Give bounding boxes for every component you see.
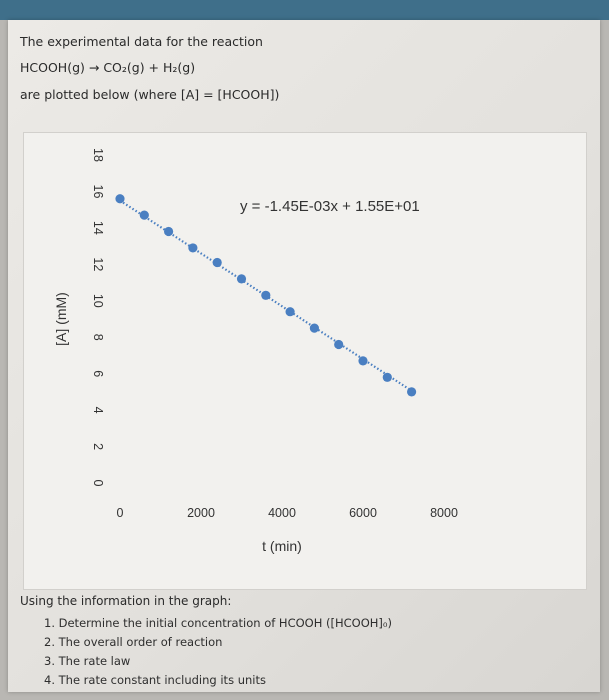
reaction-equation: HCOOH(g) → CO₂(g) + H₂(g)	[20, 60, 196, 75]
chart: 0 2 4 6 8 10 12 14 16 18 0 2000 4000 6000 8000 t (min) […	[53, 148, 458, 554]
y-tick-label: 18	[91, 148, 105, 162]
y-tick-label: 14	[91, 221, 105, 235]
y-axis-title: [A] (mM)	[53, 292, 69, 346]
questions-heading: Using the information in the graph:	[20, 594, 232, 608]
question-item: 4. The rate constant including its units	[44, 673, 266, 687]
data-point	[334, 339, 344, 350]
question-item: 2. The overall order of reaction	[44, 635, 223, 649]
data-point	[309, 323, 319, 333]
x-tick-label: 2000	[187, 506, 215, 520]
x-tick-label: 4000	[268, 506, 296, 520]
y-tick-label: 16	[91, 184, 105, 198]
data-point	[188, 243, 198, 253]
data-point	[115, 194, 125, 204]
worksheet: The experimental data for the reaction H…	[8, 20, 600, 692]
y-tick-label: 2	[91, 443, 105, 450]
data-point	[358, 356, 368, 366]
x-tick-label: 8000	[430, 506, 458, 520]
intro-line-1: The experimental data for the reaction	[20, 34, 263, 49]
data-point	[139, 210, 149, 220]
data-point	[212, 257, 222, 268]
intro-line-3: are plotted below (where [A] = [HCOOH])	[20, 87, 280, 102]
y-tick-label: 8	[91, 334, 105, 341]
data-point	[407, 387, 417, 397]
y-tick-label: 10	[91, 294, 105, 308]
data-point	[236, 274, 247, 284]
data-point	[382, 372, 392, 382]
question-item: 1. Determine the initial concentration o…	[44, 616, 393, 630]
y-tick-label: 6	[91, 370, 105, 377]
chart-area: 0 2 4 6 8 10 12 14 16 18 0 2000 4000 6000 8000 t (min) […	[24, 133, 586, 589]
screen-top-band	[0, 0, 609, 20]
y-tick-label: 4	[91, 407, 105, 414]
x-axis-title: t (min)	[262, 538, 302, 554]
data-point	[261, 290, 271, 300]
data-point	[285, 307, 295, 317]
x-tick-label: 0	[117, 506, 124, 520]
x-tick-label: 6000	[349, 506, 377, 520]
y-tick-label: 12	[91, 257, 105, 271]
data-point	[164, 226, 174, 237]
y-tick-label: 0	[91, 480, 105, 487]
question-item: 3. The rate law	[44, 654, 131, 668]
trendline-equation: y = -1.45E-03x + 1.55E+01	[240, 198, 420, 215]
